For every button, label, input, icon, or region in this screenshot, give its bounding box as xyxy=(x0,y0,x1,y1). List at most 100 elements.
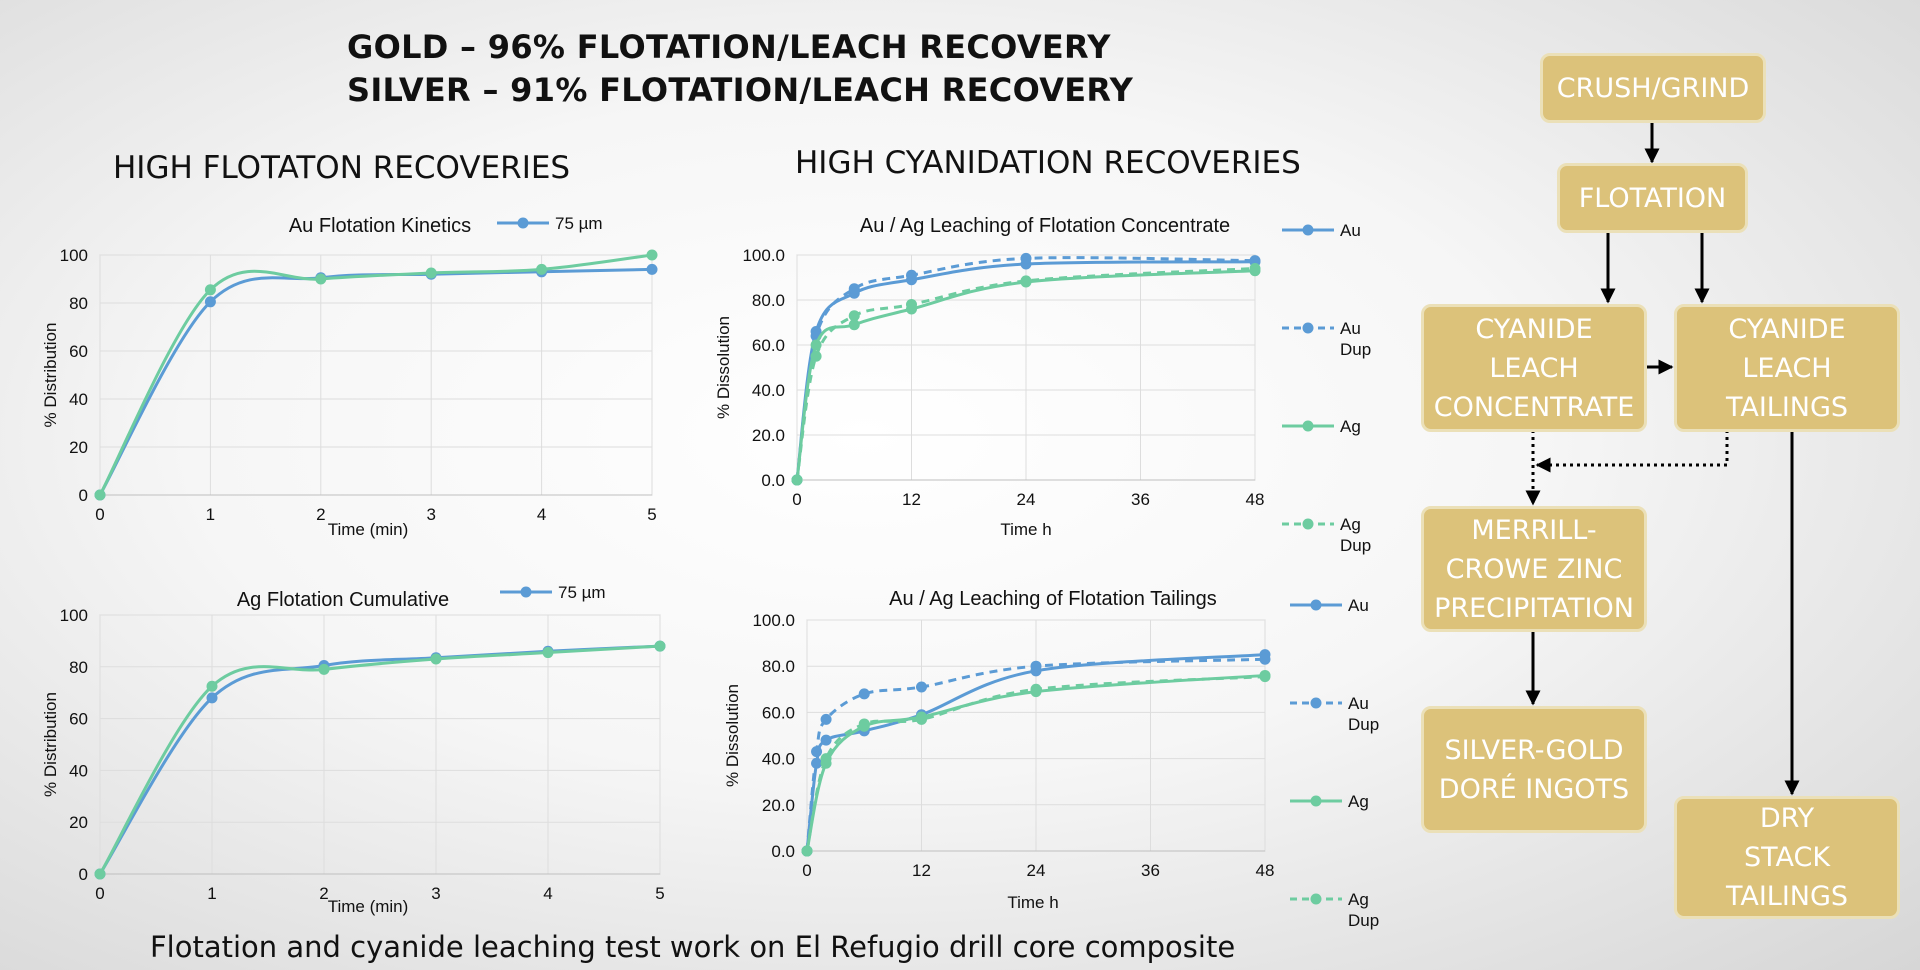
data-point xyxy=(858,718,870,730)
x-tick-label: 2 xyxy=(316,505,325,524)
arrow-tailings-recycle-dotted xyxy=(1535,430,1729,473)
data-point xyxy=(536,263,548,275)
y-tick-label: 0.0 xyxy=(771,842,795,861)
x-axis-label: Time (min) xyxy=(328,897,409,916)
y-tick-label: 100.0 xyxy=(742,246,785,265)
y-tick-label: 20.0 xyxy=(752,426,785,445)
plot-area xyxy=(99,614,661,875)
y-tick-label: 40 xyxy=(69,390,88,409)
y-tick-label: 0 xyxy=(79,865,88,884)
x-tick-label: 0 xyxy=(95,505,104,524)
y-tick-label: 20 xyxy=(69,813,88,832)
section-title-flotation: HIGH FLOTATON RECOVERIES xyxy=(113,150,571,186)
y-tick-label: 80 xyxy=(69,294,88,313)
series-line xyxy=(98,644,661,875)
y-tick-label: 80.0 xyxy=(752,291,785,310)
data-point xyxy=(1249,255,1261,267)
y-axis-label: % Distribution xyxy=(41,323,60,428)
y-tick-label: 40.0 xyxy=(752,381,785,400)
data-point xyxy=(906,269,917,281)
y-tick-label: 60.0 xyxy=(762,703,795,722)
section-title-cyanidation: HIGH CYANIDATION RECOVERIES xyxy=(795,145,1301,181)
y-tick-label: 20.0 xyxy=(762,796,795,815)
y-tick-label: 80 xyxy=(69,658,88,677)
flow-cyanide-leach-tailings: CYANIDE LEACH TAILINGS xyxy=(1674,304,1900,432)
chart-title: Ag Flotation Cumulative xyxy=(237,589,449,611)
legend-marker xyxy=(1302,420,1314,432)
data-point xyxy=(1020,275,1032,287)
data-point xyxy=(646,249,658,261)
data-point xyxy=(204,296,216,308)
ag-flotation-chart: 0 20 40 60 80 100 0 1 2 3 4 5 Ag Flotation Cumulativ… xyxy=(41,583,666,916)
data-point xyxy=(542,647,554,659)
x-tick-label: 2 xyxy=(319,884,328,903)
legend-label: Ag Dup xyxy=(1340,515,1371,555)
data-point xyxy=(906,299,917,310)
data-point xyxy=(848,310,860,322)
data-point xyxy=(1249,263,1261,274)
y-tick-label: 40 xyxy=(69,761,88,780)
x-axis-label: Time h xyxy=(1007,893,1058,912)
data-point xyxy=(811,746,823,758)
y-axis-label: % Dissolution xyxy=(714,316,733,419)
legend-label: Au xyxy=(1348,596,1369,615)
chart-title: Au Flotation Kinetics xyxy=(289,215,471,237)
legend-marker xyxy=(1310,599,1322,611)
data-point xyxy=(1030,660,1042,672)
y-tick-label: 60 xyxy=(69,342,88,361)
data-point xyxy=(1259,653,1271,665)
flow-crush-grind: CRUSH/GRIND xyxy=(1540,53,1766,123)
legend-marker xyxy=(1302,322,1314,334)
data-point xyxy=(646,263,658,275)
y-tick-label: 60.0 xyxy=(752,336,785,355)
y-tick-label: 80.0 xyxy=(762,657,795,676)
x-tick-label: 1 xyxy=(207,884,216,903)
au-flotation-chart: 0 20 40 60 80 100 0 1 2 3 4 5 Au Flotation Kinetics T… xyxy=(41,214,658,539)
legend-label: Ag xyxy=(1340,417,1361,436)
y-tick-label: 60 xyxy=(69,710,88,729)
x-axis-label: Time h xyxy=(1000,520,1051,539)
flow-dry-stack-tailings: DRY STACK TAILINGS xyxy=(1674,796,1900,919)
legend-marker xyxy=(517,217,529,229)
headline: GOLD – 96% FLOTATION/LEACH RECOVERY SILV… xyxy=(347,26,1133,112)
data-point xyxy=(204,284,216,296)
legend-marker xyxy=(1310,795,1322,807)
x-tick-label: 3 xyxy=(426,505,435,524)
legend-label: Au xyxy=(1340,221,1361,240)
chart-title: Au / Ag Leaching of Flotation Tailings xyxy=(889,588,1217,610)
legend-label: Ag Dup xyxy=(1348,890,1379,930)
data-point xyxy=(430,653,442,665)
data-point xyxy=(206,680,218,692)
data-point xyxy=(425,267,437,279)
data-point xyxy=(916,681,927,693)
data-point xyxy=(820,753,832,765)
legend-marker xyxy=(1302,224,1314,236)
data-point xyxy=(1020,252,1032,264)
x-tick-label: 5 xyxy=(647,505,656,524)
x-tick-label: 4 xyxy=(537,505,546,524)
legend-marker xyxy=(1310,697,1322,709)
y-tick-label: 40.0 xyxy=(762,750,795,769)
series-line xyxy=(98,644,661,875)
legend-label: 75 µm xyxy=(555,214,603,233)
x-tick-label: 12 xyxy=(902,490,921,509)
data-point xyxy=(94,489,106,501)
data-point xyxy=(94,868,106,880)
data-point xyxy=(820,734,832,746)
x-tick-label: 36 xyxy=(1131,490,1150,509)
y-axis-label: % Dissolution xyxy=(723,684,742,787)
data-point xyxy=(1030,683,1042,695)
data-point xyxy=(654,640,666,652)
x-tick-label: 5 xyxy=(655,884,664,903)
x-tick-label: 0 xyxy=(95,884,104,903)
flow-flotation: FLOTATION xyxy=(1557,163,1748,233)
legend-label: Ag xyxy=(1348,792,1369,811)
x-tick-label: 48 xyxy=(1246,490,1265,509)
x-tick-label: 0 xyxy=(802,861,811,880)
x-tick-label: 1 xyxy=(206,505,215,524)
legend-label: 75 µm xyxy=(558,583,606,602)
data-point xyxy=(791,474,803,486)
y-axis-label: % Distribution xyxy=(41,692,60,797)
flow-cyanide-leach-concentrate: CYANIDE LEACH CONCENTRATE xyxy=(1421,304,1647,432)
series-line xyxy=(98,253,653,496)
